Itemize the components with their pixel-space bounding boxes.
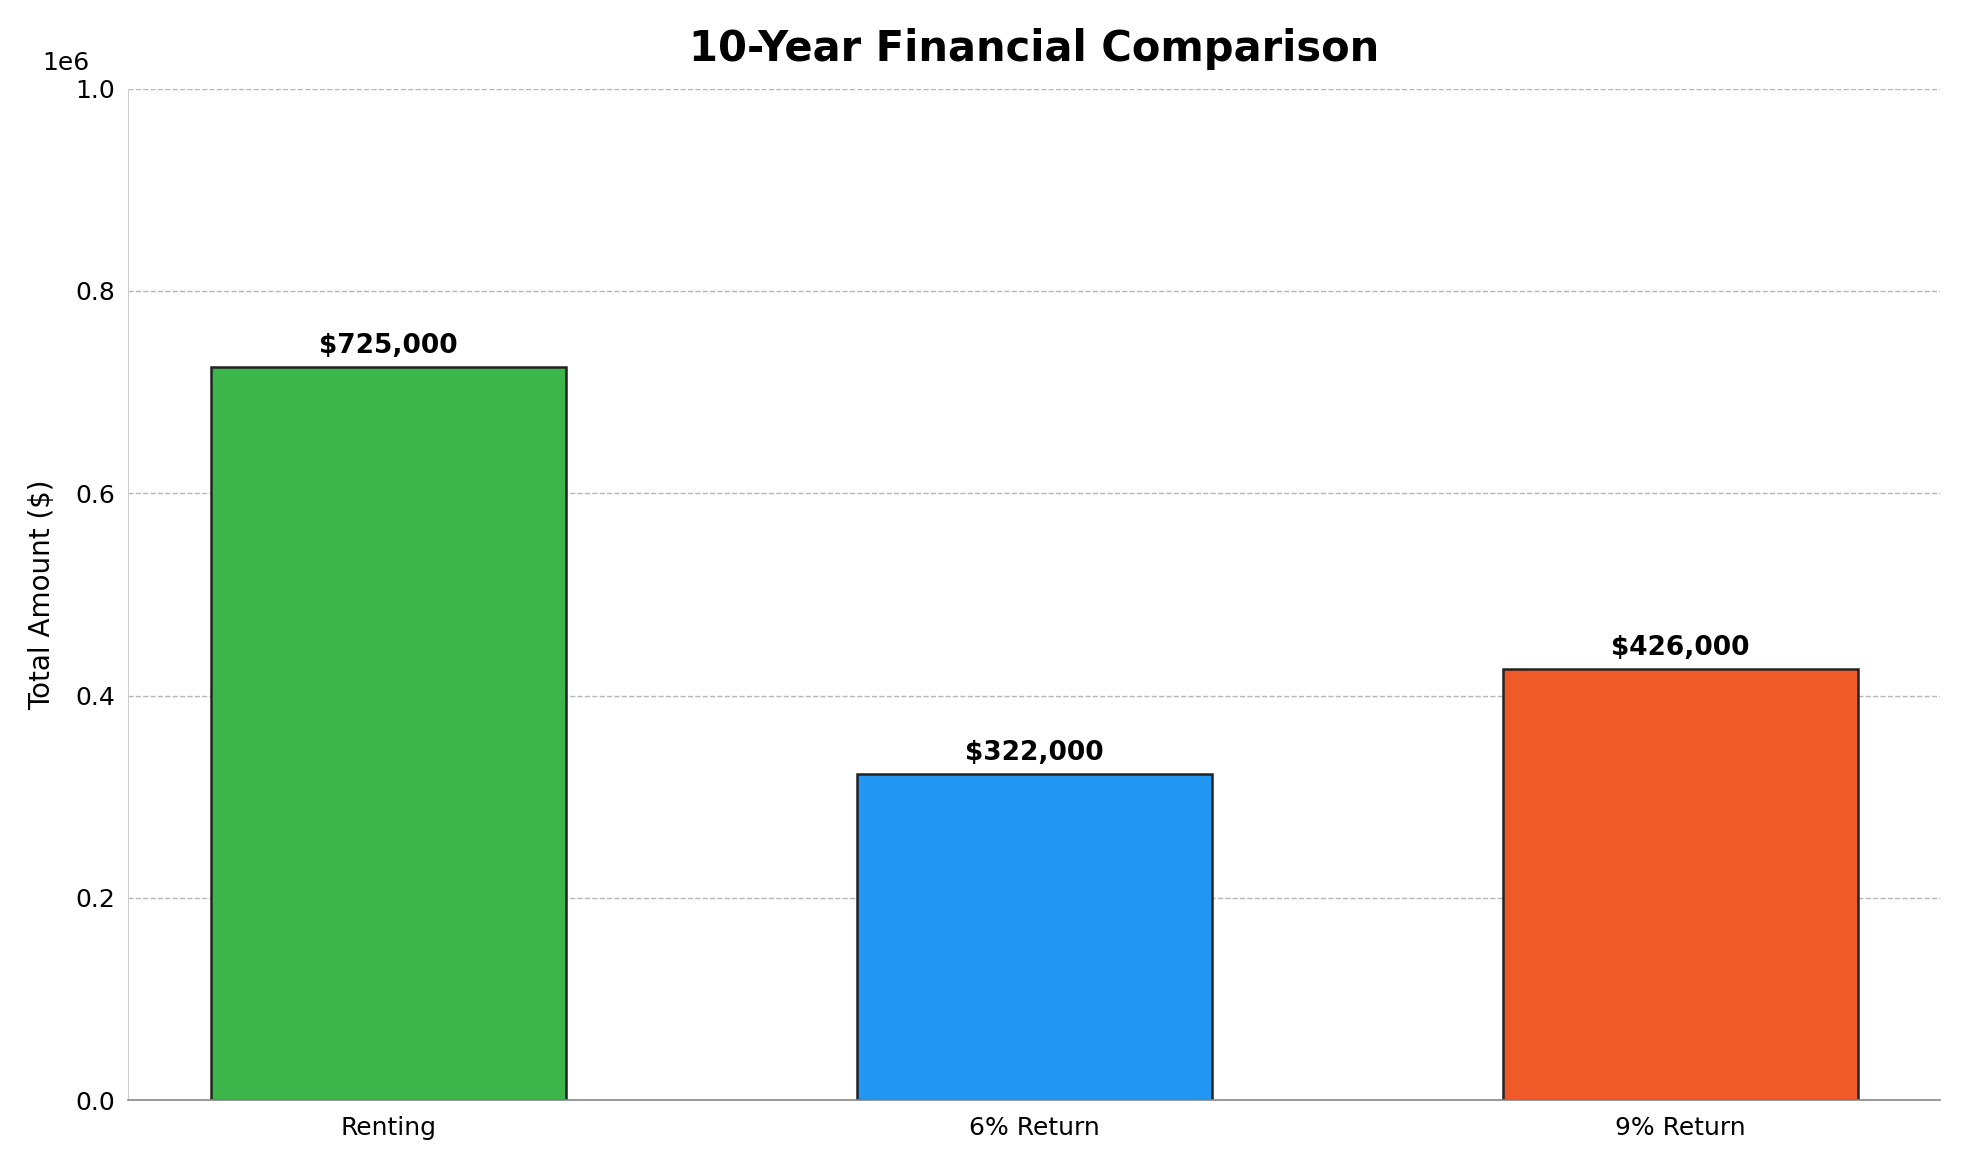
Text: 1e6: 1e6 xyxy=(41,50,89,75)
Text: $322,000: $322,000 xyxy=(964,741,1104,766)
Bar xyxy=(1504,669,1858,1100)
Bar xyxy=(856,774,1212,1100)
Text: $725,000: $725,000 xyxy=(319,333,459,359)
Text: $426,000: $426,000 xyxy=(1612,635,1750,661)
Y-axis label: Total Amount ($): Total Amount ($) xyxy=(28,479,55,710)
Bar xyxy=(211,367,567,1100)
Title: 10-Year Financial Comparison: 10-Year Financial Comparison xyxy=(689,28,1380,70)
